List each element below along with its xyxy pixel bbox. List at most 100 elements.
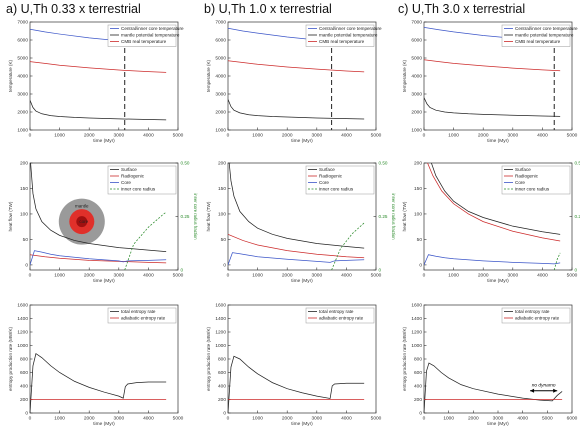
y-tick-label: 0 [223, 263, 226, 269]
legend-box [107, 307, 177, 324]
x-tick-label: 2000 [282, 133, 293, 139]
y-axis-label: heat flow (TW) [402, 201, 407, 231]
x-axis-label: time (Myr) [487, 421, 509, 427]
legend-label: Central/inner core temperature [121, 26, 184, 31]
x-tick-label: 0 [29, 416, 32, 422]
x-tick-label: 5000 [173, 416, 184, 422]
plot-area [424, 27, 561, 130]
y-tick-label: 7000 [17, 20, 28, 26]
y-axis-label: temperature (K) [206, 59, 211, 92]
legend-label: Surface [515, 167, 531, 172]
x-tick-label: 3000 [507, 133, 518, 139]
series-line-y2 [553, 252, 561, 270]
y-tick-label: 200 [414, 397, 422, 403]
plot-area [228, 355, 365, 413]
x-axis-label: time (Myr) [93, 138, 115, 144]
y-tick-label: 1600 [215, 303, 226, 309]
legend-label: inner core radius [121, 187, 156, 192]
y-tick-label: 50 [417, 237, 423, 243]
y-tick-label: 3000 [411, 92, 422, 98]
y2-tick-label: 0 [181, 268, 184, 273]
x-tick-label: 5000 [371, 273, 382, 279]
y-tick-label: 1000 [215, 343, 226, 349]
x-tick-label: 5000 [173, 133, 184, 139]
x-tick-label: 2000 [468, 416, 479, 422]
y-axis-label: heat flow (TW) [8, 201, 13, 231]
y-tick-label: 1200 [215, 330, 226, 336]
x-tick-label: 5000 [542, 416, 553, 422]
x-tick-label: 2000 [478, 133, 489, 139]
x-tick-label: 2000 [84, 273, 95, 279]
y-tick-label: 1000 [17, 128, 28, 134]
y-tick-label: 400 [20, 384, 28, 390]
y-tick-label: 1200 [411, 330, 422, 336]
x-tick-label: 1000 [448, 133, 459, 139]
y-tick-label: 600 [414, 370, 422, 376]
y-tick-label: 0 [419, 263, 422, 269]
x-tick-label: 0 [423, 416, 426, 422]
legend-label: Core [121, 180, 131, 185]
y-tick-label: 3000 [215, 92, 226, 98]
x-tick-label: 2000 [282, 273, 293, 279]
annotation-arrowhead-right [553, 388, 558, 393]
y2-tick-label: 0.25 [379, 214, 388, 219]
y-tick-label: 0 [223, 411, 226, 417]
y-tick-label: 800 [20, 357, 28, 363]
y2-tick-label: 0 [379, 268, 382, 273]
y-tick-label: 1000 [215, 128, 226, 134]
y2-tick-label: 0.25 [575, 214, 580, 219]
x-tick-label: 5000 [567, 273, 578, 279]
y-tick-label: 2000 [411, 110, 422, 116]
chart-ent-b: 0 1000 2000 3000 4000 5000 time (Myr) 0 200 400 60… [206, 303, 382, 427]
y-axis-label: entropy production rate (MW/K) [206, 326, 211, 391]
y-tick-label: 100 [414, 212, 422, 218]
x-tick-label: 2000 [84, 133, 95, 139]
x-tick-label: 4000 [341, 273, 352, 279]
legend-label: total entropy rate [515, 309, 550, 314]
y-tick-label: 1400 [17, 316, 28, 322]
y-tick-label: 200 [218, 397, 226, 403]
annotation-label: no dynamo [532, 383, 556, 389]
x-tick-label: 4000 [341, 133, 352, 139]
y2-axis-label: inner core radius fraction [391, 193, 396, 240]
x-tick-label: 3000 [311, 133, 322, 139]
series-line [228, 252, 365, 266]
x-tick-label: 3000 [311, 273, 322, 279]
y-tick-label: 200 [20, 397, 28, 403]
y-tick-label: 1000 [17, 343, 28, 349]
x-tick-label: 3000 [507, 273, 518, 279]
x-tick-label: 1000 [252, 133, 263, 139]
series-line [228, 99, 365, 120]
y-tick-label: 1400 [411, 316, 422, 322]
legend-box [107, 24, 177, 47]
x-tick-label: 5000 [371, 133, 382, 139]
legend-label: Radiogenic [121, 174, 145, 179]
y-tick-label: 2000 [215, 110, 226, 116]
legend-label: Radiogenic [515, 174, 539, 179]
x-tick-label: 6000 [567, 416, 578, 422]
legend-label: mantle potential temperature [319, 33, 378, 38]
y-tick-label: 100 [218, 212, 226, 218]
plot-area [424, 362, 563, 413]
legend-label: mantle potential temperature [515, 33, 574, 38]
series-line [30, 61, 167, 73]
x-tick-label: 2000 [282, 416, 293, 422]
legend-label: adiabatic entropy rate [319, 316, 364, 321]
legend-label: Central/inner core temperature [515, 26, 578, 31]
legend-box [305, 24, 375, 47]
x-tick-label: 1000 [448, 273, 459, 279]
series-line [30, 352, 167, 413]
y-tick-label: 800 [218, 357, 226, 363]
legend-box [501, 165, 571, 195]
x-tick-label: 5000 [567, 133, 578, 139]
y-axis-label: temperature (K) [402, 59, 407, 92]
y2-tick-label: 0.50 [379, 161, 388, 166]
y-tick-label: 400 [414, 384, 422, 390]
x-axis-label: time (Myr) [93, 278, 115, 284]
y-tick-label: 2000 [17, 110, 28, 116]
